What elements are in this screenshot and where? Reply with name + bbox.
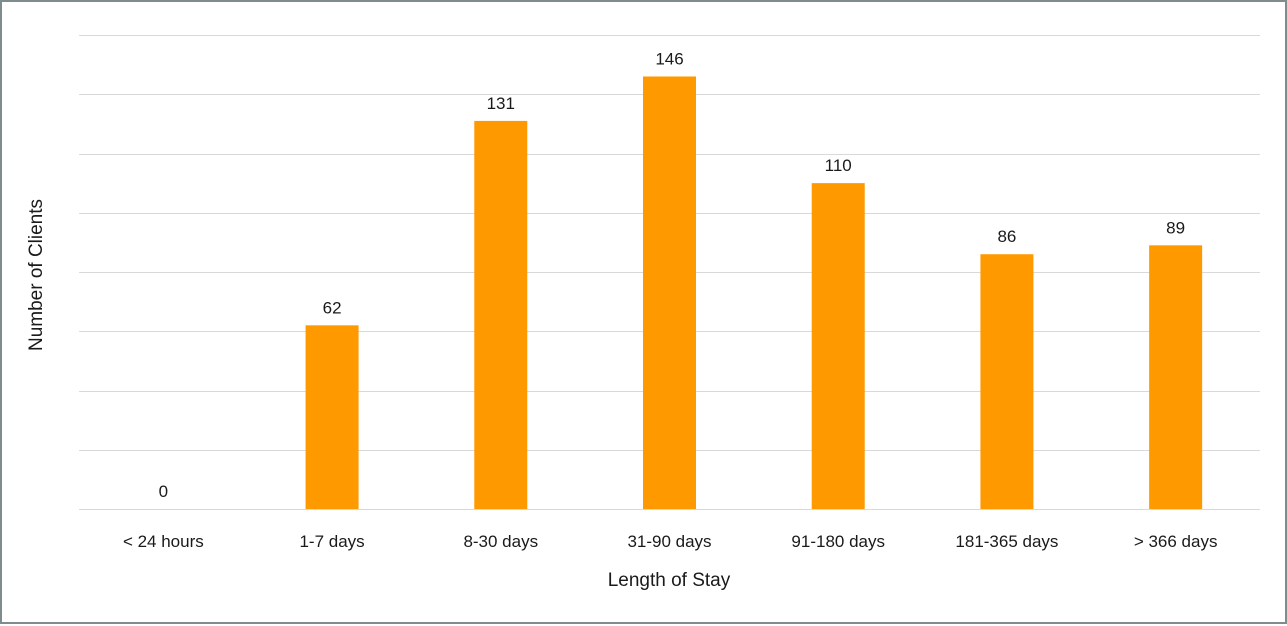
bar: [643, 76, 696, 509]
data-label: 86: [997, 227, 1016, 246]
x-tick-label: 181-365 days: [955, 532, 1058, 551]
data-label: 62: [323, 298, 342, 317]
x-tick-label: 31-90 days: [627, 532, 711, 551]
bar: [474, 120, 528, 509]
x-tick-label: 8-30 days: [463, 532, 538, 551]
data-label: 89: [1166, 218, 1185, 237]
x-tick-label: 1-7 days: [299, 532, 364, 551]
y-axis-title: Number of Clients: [26, 199, 47, 351]
x-tick-label: > 366 days: [1134, 532, 1218, 551]
bar: [980, 254, 1034, 509]
bar: [811, 183, 865, 509]
x-tick-label: < 24 hours: [123, 532, 204, 551]
data-label: 110: [825, 156, 852, 175]
bars: [305, 76, 1203, 509]
bar: [305, 325, 359, 509]
x-tick-label: 91-180 days: [791, 532, 885, 551]
x-tick-labels: < 24 hours 1-7 days 8-30 days 31-90 days 91-…: [123, 532, 1218, 551]
x-axis-title: Length of Stay: [608, 570, 731, 591]
data-label: 146: [655, 49, 683, 68]
data-label: 0: [159, 482, 168, 501]
data-label: 131: [487, 94, 515, 113]
data-labels: 0 62 131 146 110 86 89: [159, 49, 1185, 501]
bar: [1149, 245, 1203, 509]
